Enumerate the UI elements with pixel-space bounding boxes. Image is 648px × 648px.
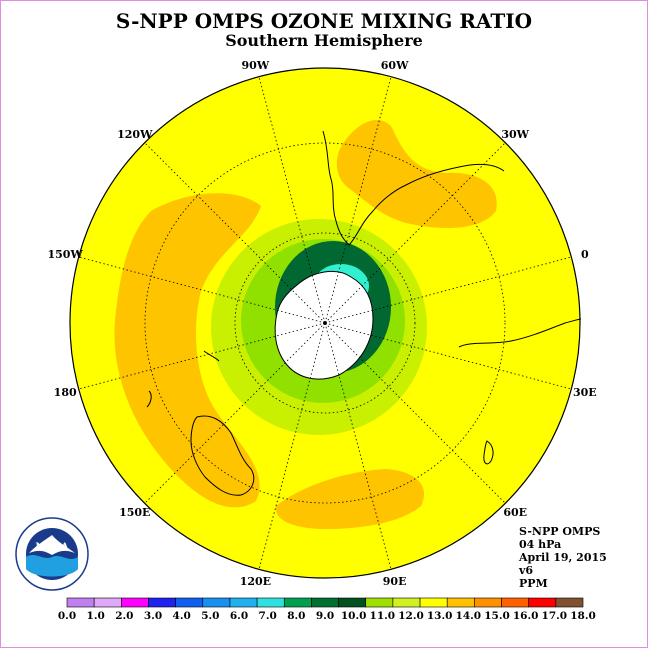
- colorbar-tick-label: 7.0: [259, 610, 277, 622]
- meridian-line: [78, 256, 326, 324]
- colorbar-tick-label: 18.0: [570, 610, 596, 622]
- meridian-line: [324, 322, 392, 570]
- meridian-line: [258, 76, 326, 324]
- meridian-line: [324, 256, 572, 324]
- meridian-line: [78, 322, 326, 390]
- meridian-label: 0: [581, 248, 589, 261]
- colorbar-swatch: [256, 597, 285, 608]
- meridian-label: 180: [54, 386, 77, 399]
- elevated-ozone-northeast: [336, 120, 497, 228]
- latitude-circle: [234, 232, 416, 414]
- colorbar-swatch: [229, 597, 258, 608]
- south-pole-marker: [323, 321, 327, 325]
- colorbar-swatch: [311, 597, 339, 608]
- info-level: 04 hPa: [519, 538, 562, 551]
- colorbar-tick-label: 16.0: [513, 610, 539, 622]
- colorbar-tick-label: 14.0: [456, 610, 482, 622]
- map-title: S-NPP OMPS OZONE MIXING RATIO: [115, 9, 533, 33]
- meridian-label: 90E: [383, 575, 407, 588]
- graticule: [78, 76, 572, 570]
- colorbar-tick-label: 4.0: [173, 610, 191, 622]
- coastlines: [146, 130, 582, 496]
- colorbar-swatch: [175, 597, 204, 608]
- colorbar-swatch: [66, 597, 95, 608]
- latitude-circle: [144, 142, 506, 504]
- meridian-line: [144, 142, 326, 324]
- meridian-label: 60W: [381, 59, 409, 72]
- meridian-line: [324, 76, 392, 324]
- colorbar-swatch: [555, 597, 584, 608]
- meridian-labels: 90W 60W 30W 0 30E 60E 90E 120E 150E 180 150W 120W: [48, 59, 597, 588]
- colorbar-tick-label: 8.0: [287, 610, 305, 622]
- colorbar-tick-label: 3.0: [144, 610, 162, 622]
- info-version: v6: [519, 564, 534, 577]
- colorbar-tick-label: 5.0: [201, 610, 219, 622]
- meridian-line: [144, 322, 326, 504]
- colorbar: 0.0 1.0 2.0 3.0 4.0 5.0 6.0 7.0 8.0 9.0 10.0 11.0 12…: [58, 597, 596, 622]
- map-border: [69, 67, 581, 579]
- colorbar-tick-label: 10.0: [341, 610, 367, 622]
- africa-coast: [458, 318, 582, 348]
- colorbar-tick-label: 0.0: [58, 610, 76, 622]
- colorbar-tick-label: 11.0: [370, 610, 396, 622]
- colorbar-tick-label: 2.0: [115, 610, 133, 622]
- colorbar-swatch: [283, 597, 312, 608]
- meridian-line: [258, 322, 326, 570]
- info-product: S-NPP OMPS: [519, 525, 601, 538]
- colorbar-tick-label: 1.0: [87, 610, 105, 622]
- meridian-label: 150W: [48, 248, 84, 261]
- colorbar-swatch: [202, 597, 231, 608]
- colorbar-swatch: [501, 597, 529, 608]
- meridian-label: 60E: [503, 506, 527, 519]
- colorbar-swatch: [392, 597, 421, 608]
- madagascar-coast: [483, 440, 494, 465]
- colorbar-swatch: [528, 597, 557, 608]
- colorbar-tick-label: 9.0: [316, 610, 334, 622]
- noaa-logo: NOAA: [15, 517, 89, 591]
- noaa-logo-text: NOAA: [35, 542, 69, 553]
- south-america-coast: [322, 130, 505, 246]
- info-units: PPM: [519, 577, 548, 590]
- elevated-ozone-west: [114, 193, 261, 508]
- meridian-label: 30W: [501, 128, 529, 141]
- noaa-logo-emblem: NOAA: [15, 517, 89, 591]
- elevated-ozone-southeast: [275, 469, 425, 529]
- colorbar-swatch: [446, 597, 475, 608]
- colorbar-tick-label: 6.0: [230, 610, 248, 622]
- meridian-line: [324, 322, 506, 504]
- no-data-area: [275, 271, 373, 380]
- meridian-line: [324, 322, 572, 390]
- colorbar-swatch: [474, 597, 502, 608]
- colorbar-swatch: [419, 597, 448, 608]
- meridian-label: 30E: [573, 386, 597, 399]
- meridian-label: 150E: [119, 506, 150, 519]
- info-date: April 19, 2015: [519, 551, 607, 564]
- meridian-label: 90W: [242, 59, 270, 72]
- meridian-label: 120W: [117, 128, 153, 141]
- colorbar-tick-label: 12.0: [398, 610, 424, 622]
- new-zealand-coast: [146, 350, 220, 408]
- colorbar-tick-label: 15.0: [484, 610, 510, 622]
- colorbar-swatch: [338, 597, 367, 608]
- info-panel: S-NPP OMPS 04 hPa April 19, 2015 v6 PPM: [519, 525, 607, 590]
- colorbar-swatch: [121, 597, 149, 608]
- australia-coast: [190, 415, 255, 496]
- map-subtitle: Southern Hemisphere: [225, 31, 423, 50]
- meridian-label: 120E: [240, 575, 271, 588]
- antarctica-coast: [274, 270, 374, 380]
- colorbar-swatch: [93, 597, 122, 608]
- colorbar-swatch: [148, 597, 176, 608]
- meridian-line: [324, 142, 506, 324]
- colorbar-swatch: [365, 597, 394, 608]
- colorbar-tick-label: 17.0: [542, 610, 568, 622]
- colorbar-tick-label: 13.0: [427, 610, 453, 622]
